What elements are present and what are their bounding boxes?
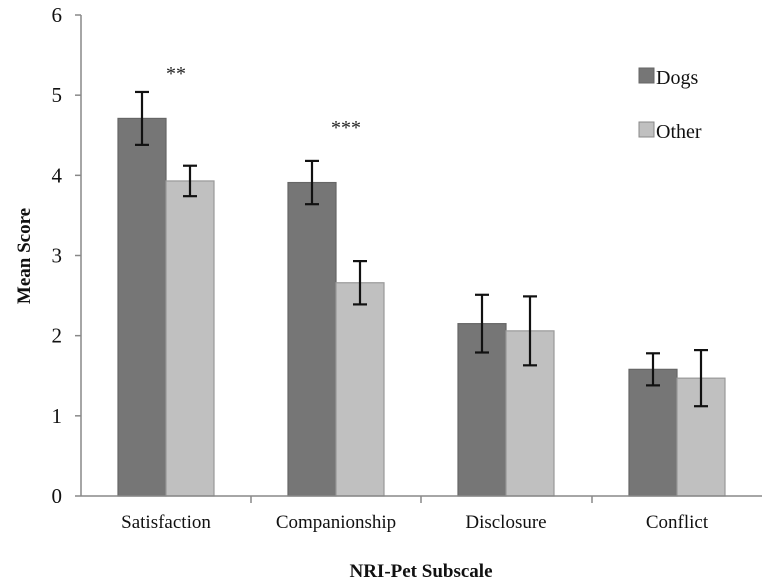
x-tick-label: Satisfaction: [121, 512, 211, 533]
y-tick-label: 0: [52, 484, 63, 508]
y-tick-label: 1: [52, 404, 63, 428]
legend-label-dogs: Dogs: [656, 67, 698, 89]
error-bar: [135, 90, 149, 146]
legend-swatch-dogs: [638, 67, 655, 84]
error-bar: [523, 295, 537, 367]
error-bar: [475, 293, 489, 354]
y-axis-label: Mean Score: [14, 208, 35, 304]
error-bar: [694, 348, 708, 408]
bar-other-satisfaction: [165, 180, 215, 497]
significance-marker: **: [166, 63, 186, 85]
bar-dogs-satisfaction: [117, 117, 167, 497]
bar-other-companionship: [335, 282, 385, 497]
error-bar: [353, 260, 367, 306]
x-tick-label: Conflict: [646, 512, 709, 533]
y-tick-label: 2: [52, 324, 63, 348]
y-tick-label: 6: [52, 3, 63, 27]
legend-swatch-other: [638, 121, 655, 138]
error-bar: [646, 352, 660, 387]
y-tick-label: 5: [52, 83, 63, 107]
x-tick-label: Disclosure: [465, 512, 546, 533]
error-bar: [305, 159, 319, 206]
x-axis-label: NRI-Pet Subscale: [349, 561, 492, 582]
y-tick-label: 4: [52, 163, 63, 187]
significance-marker: ***: [331, 117, 361, 139]
bar-dogs-companionship: [287, 181, 337, 497]
bar-dogs-conflict: [628, 368, 678, 497]
error-bar: [183, 164, 197, 198]
y-tick-label: 3: [52, 244, 63, 268]
legend: Dogs Other: [638, 67, 702, 143]
x-tick-label: Companionship: [276, 512, 396, 533]
legend-label-other: Other: [656, 121, 702, 143]
